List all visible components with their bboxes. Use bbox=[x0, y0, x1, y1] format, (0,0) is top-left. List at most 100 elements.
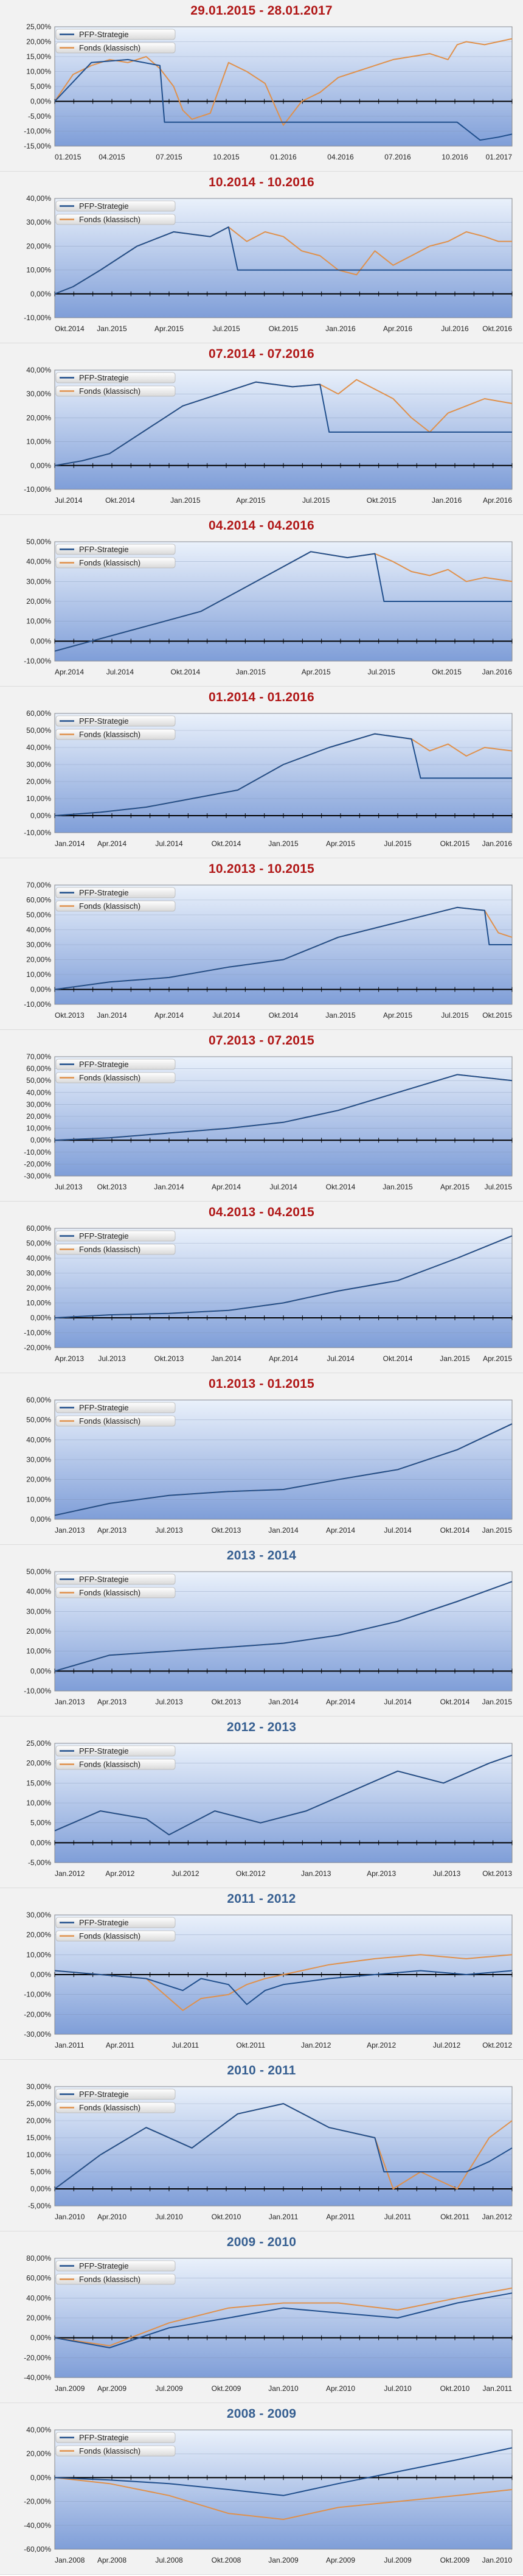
y-tick-label: 25,00% bbox=[26, 2099, 51, 2108]
y-tick-label: 50,00% bbox=[26, 1416, 51, 1424]
y-tick-label: 10,00% bbox=[26, 1647, 51, 1656]
legend: PFP-Strategie Fonds (klassisch) bbox=[55, 1573, 176, 1598]
y-tick-label: 0,00% bbox=[30, 985, 51, 994]
series-line bbox=[54, 1970, 513, 2005]
x-tick-label: Jan.2015 bbox=[482, 1698, 513, 1706]
x-tick-label: Jan.2010 bbox=[482, 2556, 513, 2564]
y-tick-label: -30,00% bbox=[24, 1172, 51, 1180]
x-tick-label: Jan.2016 bbox=[325, 324, 356, 333]
x-tick-label: Jul.2014 bbox=[269, 1183, 297, 1191]
x-tick-label: Jul.2016 bbox=[441, 324, 469, 333]
x-tick-label: Okt.2014 bbox=[440, 1698, 470, 1706]
x-tick-label: Jan.2015 bbox=[482, 1526, 513, 1535]
y-tick-label: 20,00% bbox=[26, 1759, 51, 1768]
legend-label: Fonds (klassisch) bbox=[79, 901, 140, 911]
chart-panel: 2010 - 2011 30,00% 25,00% 20,00% 15,00% 10,00… bbox=[0, 2060, 523, 2231]
y-tick-label: 50,00% bbox=[26, 911, 51, 919]
x-tick-label: Okt.2015 bbox=[432, 668, 462, 676]
legend-box bbox=[55, 729, 176, 740]
x-tick-label: Jul.2013 bbox=[155, 1526, 183, 1535]
x-tick-label: Jan.2015 bbox=[170, 496, 201, 505]
y-tick-label: 60,00% bbox=[26, 1224, 51, 1233]
y-tick-label: -10,00% bbox=[24, 657, 51, 665]
y-tick-label: 0,00% bbox=[30, 1970, 51, 1979]
y-tick-label: 5,00% bbox=[30, 2168, 51, 2176]
legend-box bbox=[55, 2260, 176, 2272]
legend-box bbox=[55, 200, 176, 212]
x-tick-label: Jul.2014 bbox=[55, 496, 83, 505]
legend-label: PFP-Strategie bbox=[79, 545, 129, 554]
y-tick-label: 0,00% bbox=[30, 461, 51, 470]
x-tick-label: 04.2016 bbox=[327, 153, 354, 161]
y-tick-label: 10,00% bbox=[26, 438, 51, 446]
y-tick-label: 70,00% bbox=[26, 1052, 51, 1061]
y-tick-label: -10,00% bbox=[24, 313, 51, 322]
y-tick-label: -10,00% bbox=[24, 1000, 51, 1009]
x-tick-label: Jan.2016 bbox=[432, 496, 462, 505]
series-line bbox=[54, 1754, 513, 1836]
x-tick-label: Jul.2013 bbox=[155, 1698, 183, 1706]
legend: PFP-Strategie Fonds (klassisch) bbox=[55, 2260, 176, 2285]
x-tick-label: Jul.2014 bbox=[384, 1698, 412, 1706]
x-tick-label: Jan.2015 bbox=[268, 839, 299, 848]
x-tick-label: Okt.2014 bbox=[383, 1354, 413, 1363]
x-tick-label: Apr.2014 bbox=[326, 1698, 355, 1706]
legend-label: PFP-Strategie bbox=[79, 201, 129, 211]
y-tick-label: 10,00% bbox=[26, 1950, 51, 1959]
legend-box bbox=[55, 557, 176, 569]
x-tick-label: Jan.2015 bbox=[440, 1354, 470, 1363]
line-chart: 25,00% 20,00% 15,00% 10,00% 5,00% 0,00% -5,00%… bbox=[26, 1739, 513, 1878]
legend-label: Fonds (klassisch) bbox=[79, 1245, 140, 1254]
y-tick-label: 50,00% bbox=[26, 1076, 51, 1085]
x-tick-label: Jul.2014 bbox=[106, 668, 134, 676]
series-line bbox=[54, 38, 513, 126]
x-tick-label: Jan.2014 bbox=[154, 1183, 184, 1191]
y-tick-label: 80,00% bbox=[26, 2254, 51, 2263]
legend-box bbox=[55, 1059, 176, 1070]
legend-box bbox=[55, 1917, 176, 1928]
chart-title: 2011 - 2012 bbox=[227, 1892, 296, 1906]
y-tick-label: -10,00% bbox=[24, 127, 51, 136]
y-tick-label: 40,00% bbox=[26, 366, 51, 374]
x-tick-label: Okt.2013 bbox=[212, 1698, 241, 1706]
series-line bbox=[54, 226, 512, 295]
legend-label: Fonds (klassisch) bbox=[79, 2446, 140, 2455]
series-line bbox=[54, 2103, 513, 2189]
x-tick-label: Okt.2009 bbox=[440, 2556, 470, 2564]
y-tick-label: -10,00% bbox=[24, 485, 51, 494]
x-tick-label: Apr.2014 bbox=[154, 1011, 184, 1020]
chart-panel: 10.2013 - 10.2015 70,00% 60,00% 50,00% 40,00… bbox=[0, 858, 523, 1030]
x-tick-label: Jul.2014 bbox=[327, 1354, 355, 1363]
y-tick-label: -10,00% bbox=[24, 1687, 51, 1695]
x-tick-label: Apr.2016 bbox=[383, 324, 412, 333]
chart-title: 07.2014 - 07.2016 bbox=[209, 347, 314, 361]
y-tick-label: 10,00% bbox=[26, 266, 51, 275]
x-tick-label: Jan.2013 bbox=[55, 1526, 85, 1535]
y-tick-label: 20,00% bbox=[26, 1475, 51, 1484]
y-tick-label: 10,00% bbox=[26, 2151, 51, 2159]
x-tick-label: Okt.2013 bbox=[212, 1526, 241, 1535]
legend: PFP-Strategie Fonds (klassisch) bbox=[55, 544, 176, 569]
x-tick-label: Jan.2016 bbox=[482, 668, 513, 676]
y-tick-label: 30,00% bbox=[26, 940, 51, 949]
x-tick-label: Okt.2014 bbox=[269, 1011, 299, 1020]
y-tick-label: -5,00% bbox=[28, 112, 51, 121]
legend: PFP-Strategie Fonds (klassisch) bbox=[55, 2432, 176, 2457]
legend: PFP-Strategie Fonds (klassisch) bbox=[55, 715, 176, 740]
x-tick-label: Apr.2009 bbox=[97, 2384, 126, 2393]
y-tick-label: -20,00% bbox=[24, 2010, 51, 2018]
series-line bbox=[54, 733, 512, 816]
x-tick-label: Okt.2015 bbox=[440, 839, 470, 848]
y-tick-label: -20,00% bbox=[24, 1160, 51, 1168]
y-tick-label: 5,00% bbox=[30, 82, 51, 91]
y-tick-label: -10,00% bbox=[24, 1990, 51, 1999]
legend-label: PFP-Strategie bbox=[79, 30, 129, 39]
x-tick-label: Jan.2011 bbox=[269, 2213, 299, 2221]
y-tick-label: 40,00% bbox=[26, 2426, 51, 2434]
y-tick-label: -20,00% bbox=[24, 2497, 51, 2506]
chart-panel: 01.2014 - 01.2016 60,00% 50,00% 40,00% 30,00… bbox=[0, 687, 523, 858]
y-tick-label: 40,00% bbox=[26, 194, 51, 203]
legend-label: PFP-Strategie bbox=[79, 1746, 129, 1755]
legend-label: Fonds (klassisch) bbox=[79, 1931, 140, 1941]
